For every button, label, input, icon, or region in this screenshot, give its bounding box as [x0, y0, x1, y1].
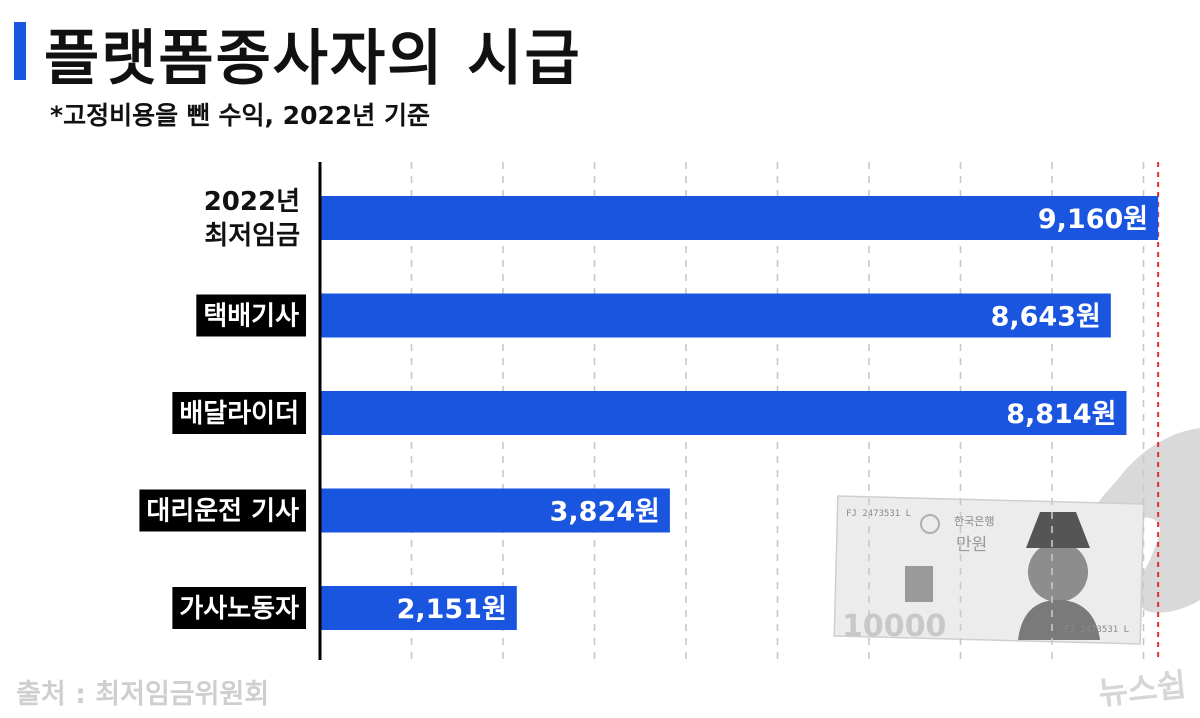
banknote-issuer: 한국은행 — [954, 515, 994, 528]
category-label: 가사노동자 — [179, 594, 299, 624]
category-label: 2022년 — [204, 187, 300, 217]
category-label-bg — [139, 489, 306, 532]
category-label: 택배기사 — [203, 302, 299, 332]
category-label-bg — [172, 587, 306, 629]
banknote-denomination-label: 만원 — [956, 535, 987, 555]
bar-value-label: 3,824원 — [550, 497, 660, 528]
banknote-illustration: FJ 2473531 L 한국은행 만원 10000 FJ 2473531 L — [833, 428, 1200, 645]
source-note: 출처 : 최저임금위원회 — [16, 679, 270, 710]
chart-subtitle: *고정비용을 뺀 수익, 2022년 기준 — [50, 101, 430, 130]
banknote-top-text: FJ 2473531 L — [846, 509, 911, 519]
bar-value-label: 8,814원 — [1006, 399, 1116, 430]
publisher-logo: 뉴스쉽 — [1096, 665, 1188, 713]
bar — [321, 293, 1111, 338]
banknote-portrait-head — [1028, 542, 1088, 602]
bar — [321, 196, 1159, 240]
banknote-value-text: 10000 — [842, 609, 946, 644]
title-accent-bar — [14, 22, 26, 80]
chart-title: 플랫폼종사자의 시급 — [44, 24, 582, 94]
category-label-bg — [172, 392, 306, 434]
bar-value-label: 8,643원 — [991, 302, 1101, 333]
bar-value-label: 2,151원 — [397, 594, 507, 625]
hand-shape — [1094, 428, 1200, 613]
banknote-portrait-body — [1018, 600, 1100, 640]
bar-value-label: 9,160원 — [1038, 204, 1148, 235]
category-label-group: 배달라이더 — [172, 392, 306, 434]
banknote-emblem — [920, 514, 940, 534]
category-label-group: 가사노동자 — [172, 587, 306, 629]
category-label: 최저임금 — [204, 221, 300, 251]
bar — [321, 391, 1127, 435]
category-label-bg — [196, 294, 306, 337]
bar — [321, 586, 517, 630]
bars-layer — [321, 196, 1159, 630]
category-label: 대리운전 기사 — [146, 497, 299, 527]
banknote-hologram — [905, 566, 933, 602]
banknote-portrait-hat — [1026, 512, 1090, 548]
banknote-serial: FJ 2473531 L — [1064, 625, 1129, 635]
category-label: 배달라이더 — [179, 399, 299, 429]
bar — [321, 488, 670, 533]
category-label-group: 택배기사 — [196, 294, 306, 337]
grid-layer — [318, 162, 1160, 660]
category-label-group: 대리운전 기사 — [139, 489, 306, 532]
